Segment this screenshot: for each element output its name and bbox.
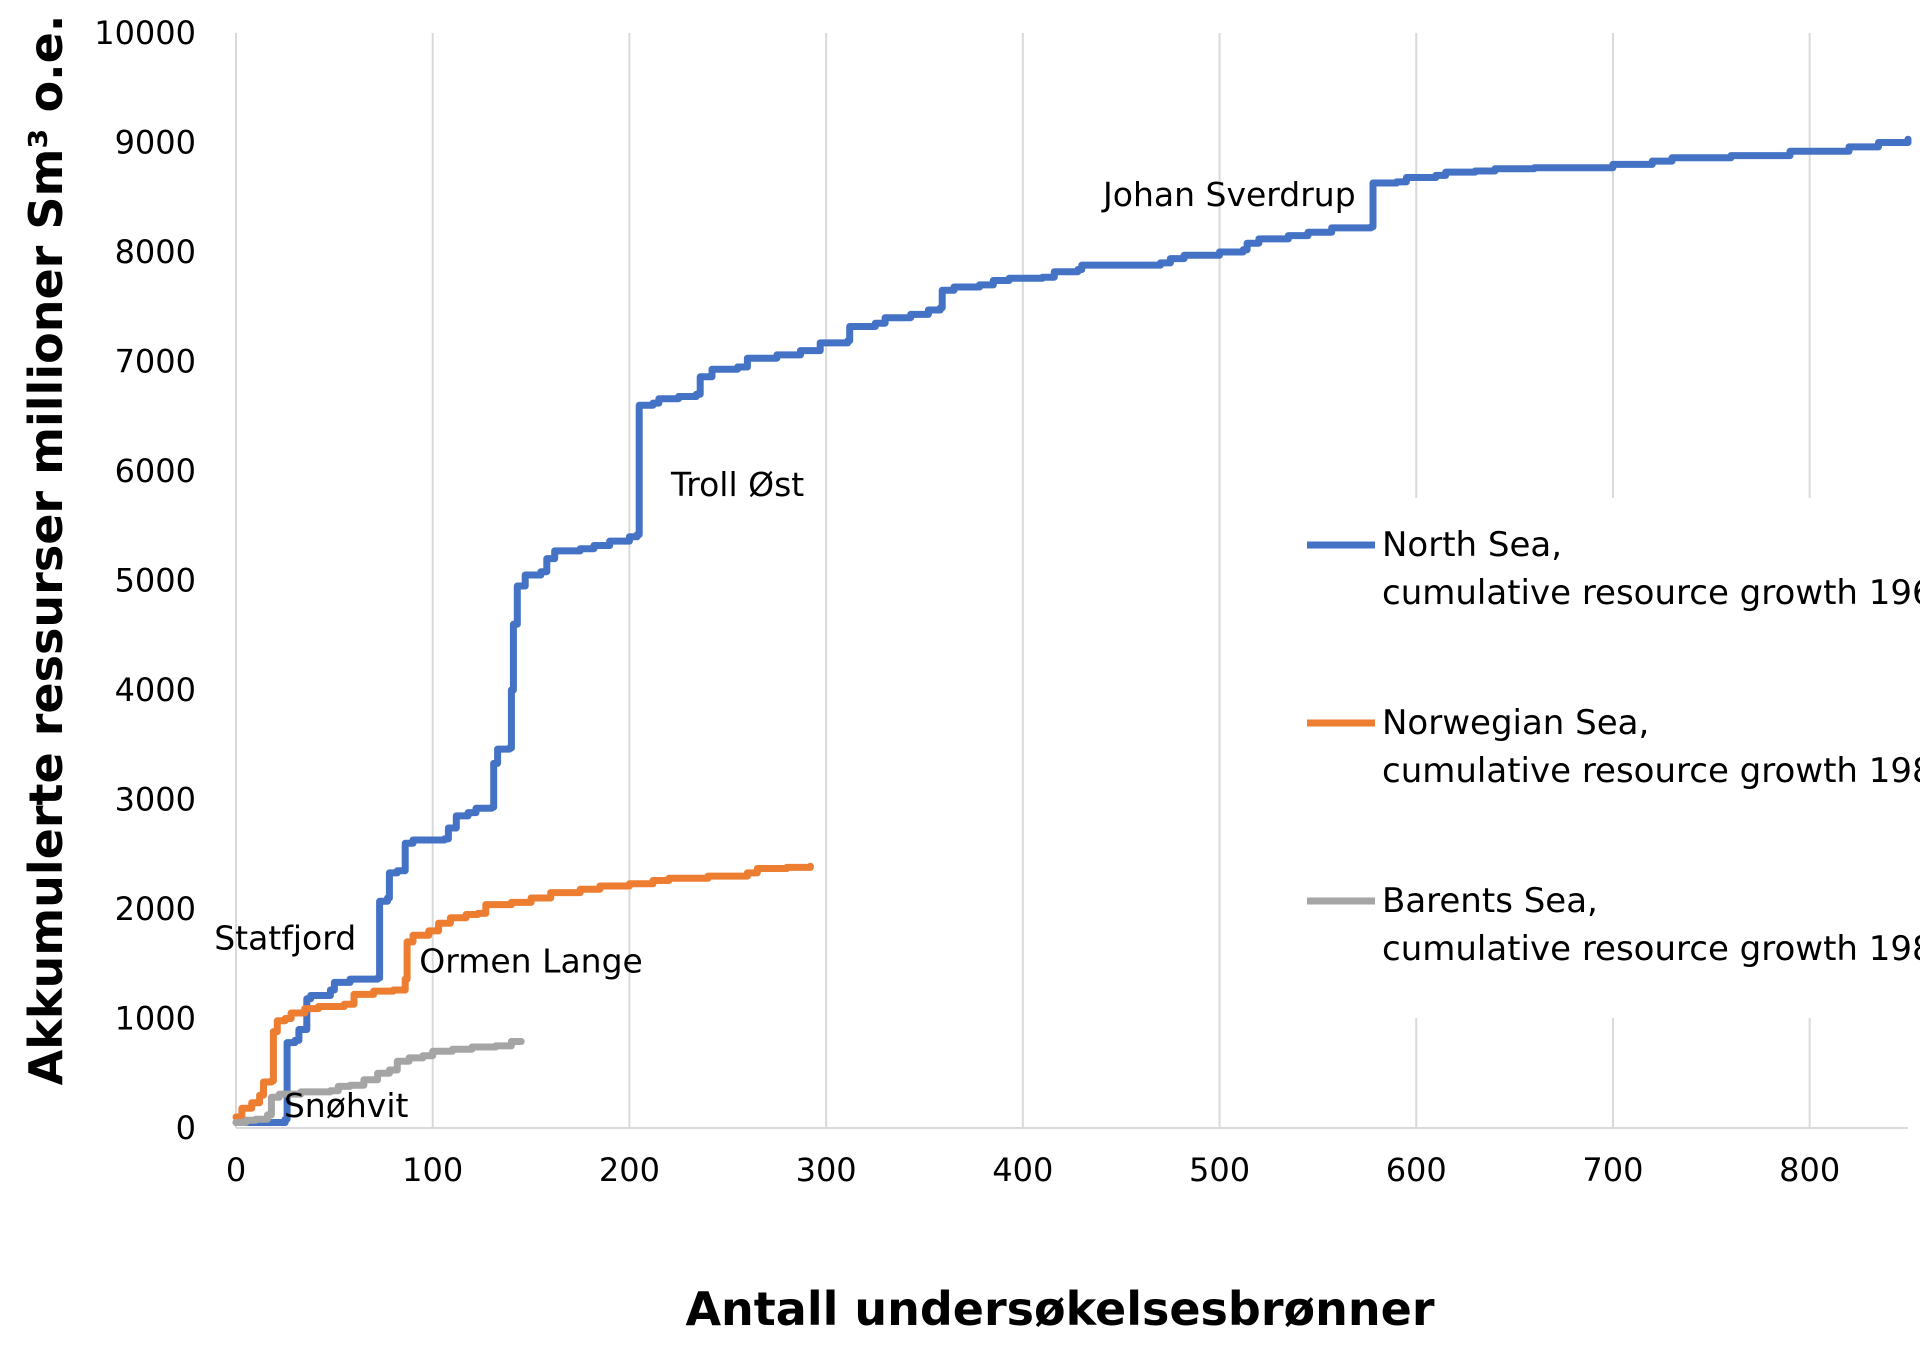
series-layer [232, 135, 1912, 1126]
legend-label-1-line2: cumulative resource growth 1980-2024 [1382, 751, 1920, 791]
x-tick-label: 800 [1779, 1151, 1840, 1189]
legend-label-2-line1: Barents Sea, [1382, 881, 1598, 921]
y-tick-label: 7000 [115, 343, 196, 381]
x-tick-label: 0 [226, 1151, 246, 1189]
y-tick-label: 0 [176, 1109, 196, 1147]
x-tick-label: 400 [992, 1151, 1053, 1189]
annotation-3: Johan Sverdrup [1101, 175, 1356, 214]
annotation-1: Ormen Lange [419, 942, 643, 981]
y-tick-label: 2000 [115, 890, 196, 928]
y-tick-label: 3000 [115, 781, 196, 819]
x-axis-title: Antall undersøkelsesbrønner [685, 1282, 1434, 1336]
legend-label-0-line1: North Sea, [1382, 525, 1562, 565]
legend: North Sea, cumulative resource growth 196… [1298, 498, 1920, 1018]
annotation-2: Troll Øst [670, 465, 804, 504]
x-tick-label: 500 [1189, 1151, 1250, 1189]
tick-layer: 0 100 200 300 400 500 600 700 800010002000300040… [94, 14, 1840, 1189]
y-tick-label: 5000 [115, 562, 196, 600]
x-tick-label: 100 [402, 1151, 463, 1189]
x-tick-label: 600 [1386, 1151, 1447, 1189]
legend-label-1-line1: Norwegian Sea, [1382, 703, 1649, 743]
y-tick-label: 6000 [115, 452, 196, 490]
legend-label-0-line2: cumulative resource growth 1966-2024 [1382, 573, 1920, 613]
series-line-2 [232, 1038, 525, 1126]
series-line-0 [232, 135, 1912, 1126]
annotation-0: Statfjord [214, 919, 356, 958]
annotation-4: Snøhvit [284, 1086, 409, 1125]
annotation-layer: Statfjord Ormen Lange Troll Øst Johan Sverd… [214, 175, 1355, 1125]
y-axis-title: Akkumulerte ressurser millioner Sm³ o.e. [19, 15, 73, 1086]
y-tick-label: 4000 [115, 671, 196, 709]
x-tick-label: 300 [796, 1151, 857, 1189]
x-tick-label: 700 [1582, 1151, 1643, 1189]
legend-label-2-line2: cumulative resource growth 1980-2024 [1382, 929, 1920, 969]
y-tick-label: 9000 [115, 124, 196, 162]
series-line-1 [232, 862, 814, 1121]
y-tick-label: 10000 [94, 14, 196, 52]
y-tick-label: 8000 [115, 233, 196, 271]
y-tick-label: 1000 [115, 1000, 196, 1038]
legend-background [1298, 498, 1858, 1018]
x-tick-label: 200 [599, 1151, 660, 1189]
